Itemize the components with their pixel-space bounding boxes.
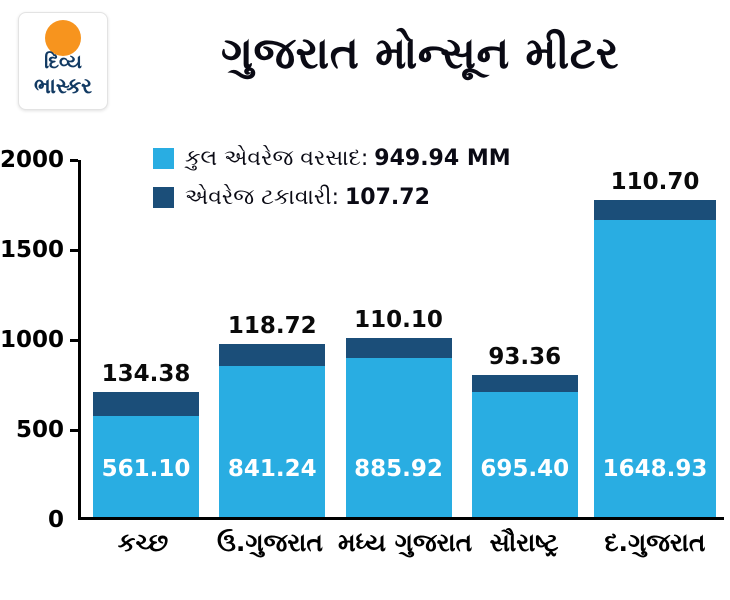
logo-text-line2: ભાસ્કર <box>33 73 93 98</box>
legend-swatch-percentage-icon <box>153 187 174 208</box>
stacked-bar: 695.40 <box>471 375 578 517</box>
bar-segment-rainfall: 841.24 <box>219 365 326 517</box>
bar-inner-value: 561.10 <box>101 456 191 482</box>
bar-segment-percentage <box>93 391 199 417</box>
page-title: ગુજરાત મોન્સૂન મીટર <box>220 28 620 79</box>
bar-group-saurashtra: 93.36 695.40 <box>466 344 584 517</box>
plot-area: કુલ એવરેજ વરસાદ: 949.94 MM એવરેજ ટકાવારી:… <box>70 146 724 520</box>
logo-sun-icon <box>45 20 81 56</box>
bar-segment-percentage <box>219 344 326 366</box>
x-axis-label: ઉ.ગુજરાત <box>217 528 323 557</box>
legend: કુલ એવરેજ વરસાદ: 949.94 MM એવરેજ ટકાવારી:… <box>153 146 511 210</box>
bar-segment-percentage <box>471 375 578 392</box>
y-axis-tick <box>70 339 78 342</box>
y-axis-tick <box>70 249 78 252</box>
y-axis-tick <box>70 159 78 162</box>
legend-swatch-rainfall-icon <box>153 148 174 169</box>
bars-container: 134.38 561.10 118.72 841.24 <box>81 160 724 517</box>
bar-top-value: 118.72 <box>227 313 317 340</box>
bar-group-north-gujarat: 118.72 841.24 <box>213 313 331 517</box>
bar-group-central-gujarat: 110.10 885.92 <box>340 307 458 517</box>
legend-label: કુલ એવરેજ વરસાદ: 949.94 MM <box>185 146 511 171</box>
y-tick-label: 1500 <box>0 237 65 263</box>
stacked-bar: 561.10 <box>93 391 199 517</box>
x-axis-label: સૌરાષ્ટ્ર <box>489 528 559 557</box>
bar-segment-rainfall: 561.10 <box>93 416 199 517</box>
bar-group-south-gujarat: 110.70 1648.93 <box>592 169 718 517</box>
bar-segment-percentage <box>345 337 452 358</box>
legend-label-text: એવરેજ ટકાવારી: <box>185 185 339 210</box>
x-axis-label: મધ્ય ગુજરાત <box>338 528 473 557</box>
stacked-bar: 1648.93 <box>594 200 716 517</box>
stacked-bar: 841.24 <box>219 344 326 517</box>
stacked-bar: 885.92 <box>345 337 452 517</box>
bar-segment-rainfall: 885.92 <box>345 357 452 517</box>
bar-segment-percentage <box>594 200 716 221</box>
bar-segment-rainfall: 1648.93 <box>594 220 716 517</box>
monsoon-meter-chart: 2000 1500 1000 500 0 કુલ એવરેજ વરસાદ: 949… <box>0 146 730 580</box>
bar-inner-value: 1648.93 <box>602 456 708 482</box>
header: દિવ્ય ભાસ્કર ગુજરાત મોન્સૂન મીટર <box>0 0 730 120</box>
y-axis: 2000 1500 1000 500 0 <box>0 147 72 533</box>
bar-top-value: 110.70 <box>610 169 700 196</box>
legend-value: 107.72 <box>345 185 430 210</box>
y-tick-label: 1000 <box>0 327 65 353</box>
bar-inner-value: 885.92 <box>354 456 443 482</box>
x-axis-labels: કચ્છ ઉ.ગુજરાત મધ્ય ગુજરાત સૌરાષ્ટ્ર દ.ગુ… <box>78 528 724 558</box>
bar-group-kutch: 134.38 561.10 <box>87 361 205 517</box>
legend-item-percentage: એવરેજ ટકાવારી: 107.72 <box>153 185 511 210</box>
y-tick-label: 0 <box>47 507 64 533</box>
bar-top-value: 110.10 <box>354 306 443 333</box>
legend-value: 949.94 MM <box>374 146 511 171</box>
legend-label: એવરેજ ટકાવારી: 107.72 <box>185 185 430 210</box>
y-axis-tick <box>70 429 78 432</box>
bar-top-value: 93.36 <box>488 344 562 371</box>
bar-top-value: 134.38 <box>101 360 191 387</box>
bar-segment-rainfall: 695.40 <box>471 391 578 517</box>
y-tick-label: 2000 <box>0 147 65 173</box>
y-tick-label: 500 <box>15 417 64 443</box>
x-axis-label: દ.ગુજરાત <box>604 528 706 557</box>
legend-label-text: કુલ એવરેજ વરસાદ: <box>185 146 369 171</box>
brand-logo: દિવ્ય ભાસ્કર <box>18 12 108 110</box>
bar-inner-value: 695.40 <box>480 456 570 482</box>
bar-inner-value: 841.24 <box>227 456 317 482</box>
logo-text-line1: દિવ્ય <box>44 51 82 73</box>
legend-item-rainfall: કુલ એવરેજ વરસાદ: 949.94 MM <box>153 146 511 171</box>
x-axis-label: કચ્છ <box>117 528 169 557</box>
